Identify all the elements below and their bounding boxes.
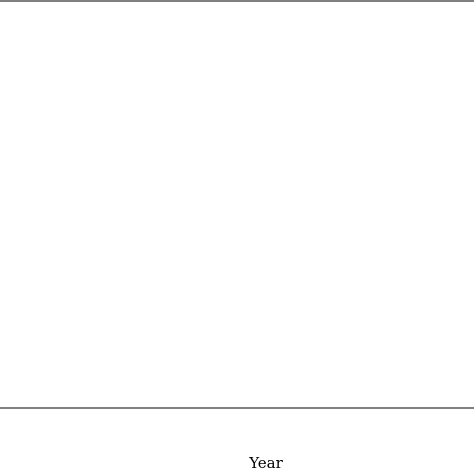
plot-frame bbox=[0, 0, 474, 409]
x-axis-label: Year bbox=[248, 454, 283, 472]
